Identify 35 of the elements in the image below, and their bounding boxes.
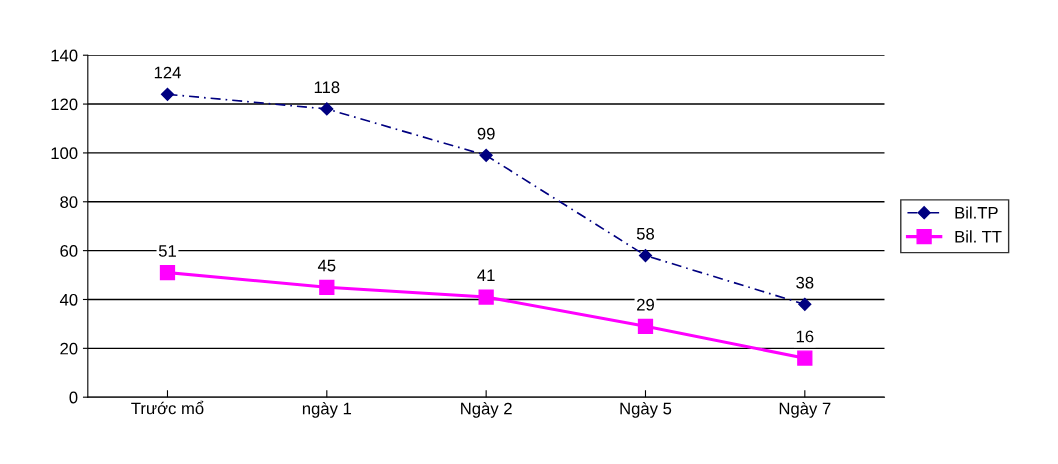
data-label: 45 [317, 259, 336, 272]
y-tick-label: 80 [60, 196, 78, 208]
y-tick-label: 40 [59, 293, 78, 306]
x-tick-label: Trước mổ [131, 400, 204, 415]
legend-label: Bil.TP [955, 206, 998, 219]
point [637, 318, 654, 334]
point [479, 148, 493, 162]
x-tick-label: Ngày 2 [461, 402, 512, 418]
x-tick-label: ngày 1 [302, 402, 352, 418]
x-tick-label: Ngày 7 [779, 402, 831, 418]
data-label: 29 [637, 298, 654, 311]
data-label: 58 [636, 227, 655, 240]
point [478, 289, 494, 305]
data-label: 118 [314, 81, 340, 94]
y-tick-label: 120 [51, 98, 78, 111]
point [320, 102, 334, 116]
data-label: 38 [796, 276, 814, 289]
data-label: 99 [477, 127, 495, 140]
point [159, 264, 176, 281]
data-label: 16 [796, 330, 814, 343]
y-tick-label: 140 [51, 49, 78, 62]
legend-label: Bil. TT [955, 230, 1002, 243]
point [319, 279, 335, 295]
y-tick-label: 20 [60, 342, 78, 355]
data-label: 51 [158, 245, 176, 257]
point [798, 297, 812, 311]
y-tick-label: 60 [60, 245, 78, 257]
point [160, 87, 175, 101]
data-label: 124 [154, 66, 181, 79]
point [797, 350, 813, 366]
y-tick-label: 100 [51, 147, 78, 160]
point [638, 248, 653, 263]
y-tick-label: 0 [69, 391, 78, 404]
data-label: 41 [477, 269, 495, 282]
x-tick-label: Ngày 5 [620, 402, 672, 418]
